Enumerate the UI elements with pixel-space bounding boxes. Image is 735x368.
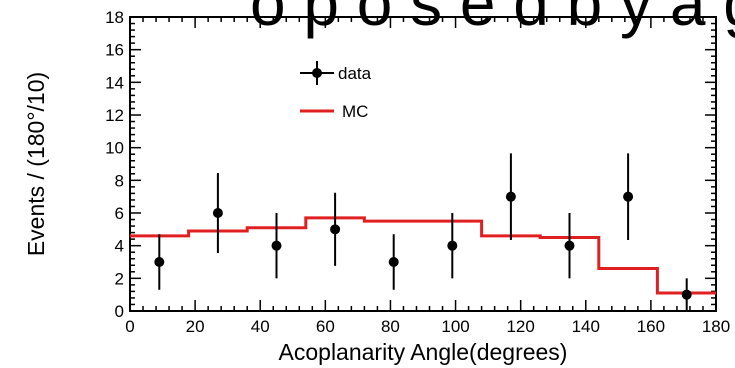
- data-point: [623, 191, 634, 202]
- x-tick-label: 100: [441, 317, 469, 336]
- x-tick-label: 20: [186, 317, 205, 336]
- plot-border: [129, 16, 717, 312]
- data-point: [505, 191, 516, 202]
- legend-data-label: data: [338, 64, 372, 83]
- y-tick-label: 16: [105, 41, 124, 60]
- y-tick-label: 8: [115, 171, 124, 190]
- y-tick-label: 2: [115, 269, 124, 288]
- banner-text-fragment: o p o s e d b y a g: [250, 0, 735, 39]
- x-tick-label: 60: [316, 317, 335, 336]
- x-tick-label: 120: [506, 317, 534, 336]
- data-point: [388, 257, 399, 267]
- mc-step-line: [130, 216, 716, 295]
- data-point: [154, 257, 165, 267]
- legend-mc-label: MC: [342, 102, 368, 121]
- x-axis: 0 20 40 60 80 100 120 140 160 180: [125, 17, 730, 336]
- data-point: [564, 240, 575, 251]
- data-point: [447, 240, 458, 251]
- y-axis-title: Events / (180°/10): [23, 72, 49, 256]
- data-point: [330, 224, 341, 235]
- y-tick-label: 4: [115, 237, 124, 256]
- y-axis: 0 2 4 6 8 10 12 14 16 18: [105, 8, 716, 321]
- x-tick-label: 80: [381, 317, 400, 336]
- y-tick-label: 12: [105, 106, 124, 125]
- plot-frame: [129, 16, 717, 312]
- x-tick-label: 180: [702, 317, 730, 336]
- data-point: [681, 289, 692, 300]
- data-points: [154, 153, 692, 311]
- mc-histogram: [130, 216, 716, 295]
- y-tick-label: 18: [105, 8, 124, 27]
- legend: data MC: [300, 61, 372, 121]
- y-tick-label: 6: [115, 204, 124, 223]
- y-tick-label: 14: [105, 73, 124, 92]
- x-tick-label: 140: [572, 317, 600, 336]
- data-point: [271, 240, 282, 251]
- y-tick-label: 10: [105, 139, 124, 158]
- y-tick-label: 0: [115, 302, 124, 321]
- x-tick-label: 160: [637, 317, 665, 336]
- data-point: [212, 208, 223, 218]
- x-axis-title: Acoplanarity Angle(degrees): [279, 339, 568, 365]
- legend-data-marker: [312, 68, 322, 78]
- x-tick-label: 40: [251, 317, 270, 336]
- x-tick-label: 0: [125, 317, 134, 336]
